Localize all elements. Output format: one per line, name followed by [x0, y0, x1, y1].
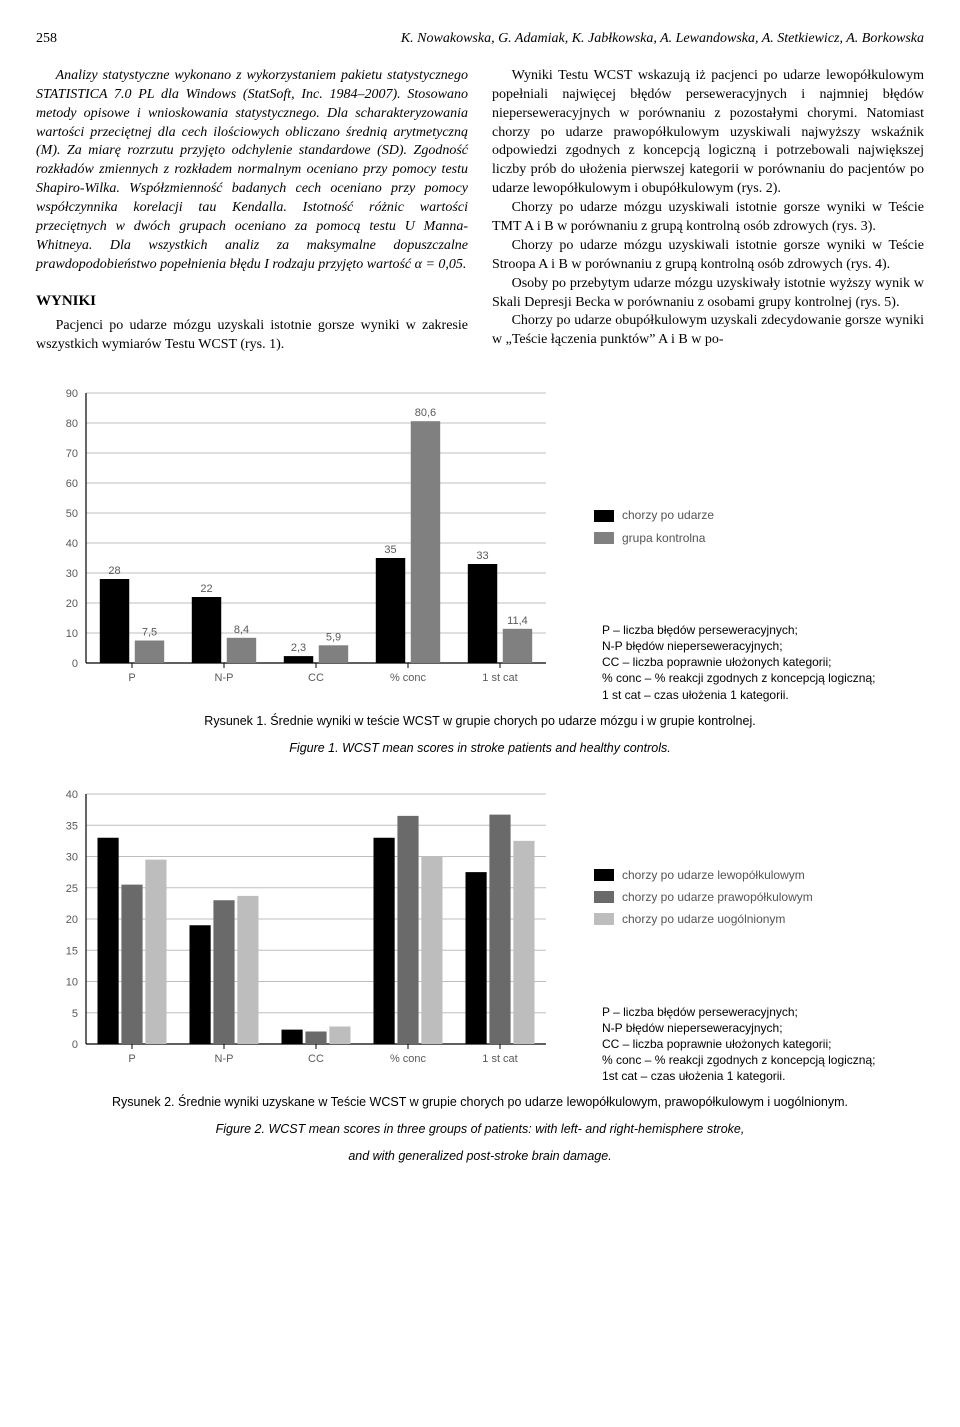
svg-text:N-P: N-P [215, 1053, 234, 1065]
svg-text:15: 15 [66, 946, 78, 958]
figure-1-row: 0 10 20 30 40 50 60 70 80 90 28 7,5 P 22 8,4 N-P 2,3 5,9 C… [36, 383, 924, 703]
svg-text:35: 35 [384, 544, 396, 556]
annotation-line: % conc – % reakcji zgodnych z koncepcją … [602, 670, 875, 686]
annotation-line: P – liczba błędów perseweracyjnych; [602, 622, 875, 638]
figure-2-caption-pl: Rysunek 2. Średnie wyniki uzyskane w Teś… [36, 1094, 924, 1111]
figure-1-legend: chorzy po udarze grupa kontrolna [594, 507, 875, 545]
svg-text:80: 80 [66, 418, 78, 430]
svg-text:30: 30 [66, 568, 78, 580]
figure-2-row: 0 5 10 15 20 25 30 35 40 P N-P CC % conc 1 st cat cho… [36, 784, 924, 1084]
svg-text:90: 90 [66, 388, 78, 400]
legend-swatch [594, 869, 614, 881]
svg-text:70: 70 [66, 448, 78, 460]
svg-text:10: 10 [66, 628, 78, 640]
figure-2-legend: chorzy po udarze lewopółkulowym chorzy po… [594, 867, 875, 928]
svg-text:2,3: 2,3 [291, 642, 306, 654]
legend-label: chorzy po udarze [622, 507, 714, 523]
svg-text:1 st cat: 1 st cat [482, 1053, 517, 1065]
figure-2-caption-en1: Figure 2. WCST mean scores in three grou… [36, 1121, 924, 1138]
annotation-line: % conc – % reakcji zgodnych z koncepcją … [602, 1052, 875, 1068]
annotation-line: N-P błędów nieperseweracyjnych; [602, 638, 875, 654]
legend-swatch [594, 891, 614, 903]
legend-item: chorzy po udarze prawopółkulowym [594, 889, 875, 905]
text-columns: Analizy statystyczne wykonano z wykorzys… [36, 67, 924, 355]
annotation-line: 1 st cat – czas ułożenia 1 kategorii. [602, 687, 875, 703]
svg-text:60: 60 [66, 478, 78, 490]
svg-text:30: 30 [66, 852, 78, 864]
legend-item: chorzy po udarze uogólnionym [594, 911, 875, 927]
svg-text:40: 40 [66, 789, 78, 801]
figure-2-annotations: P – liczba błędów perseweracyjnych;N-P b… [602, 1004, 875, 1085]
svg-text:20: 20 [66, 598, 78, 610]
results-paragraph-5: Osoby po przebytym udarze mózgu uzyskiwa… [492, 275, 924, 313]
figure-1-side: chorzy po udarze grupa kontrolna P – licz… [594, 507, 875, 702]
annotation-line: CC – liczba poprawnie ułożonych kategori… [602, 1036, 875, 1052]
svg-text:11,4: 11,4 [507, 615, 528, 627]
figure-2-block: 0 5 10 15 20 25 30 35 40 P N-P CC % conc 1 st cat cho… [36, 784, 924, 1165]
svg-text:35: 35 [66, 821, 78, 833]
legend-label: chorzy po udarze prawopółkulowym [622, 889, 813, 905]
svg-text:25: 25 [66, 883, 78, 895]
annotation-line: P – liczba błędów perseweracyjnych; [602, 1004, 875, 1020]
svg-text:P: P [128, 1053, 135, 1065]
figure-1-annotations: P – liczba błędów perseweracyjnych;N-P b… [602, 622, 875, 703]
legend-swatch [594, 532, 614, 544]
svg-text:5,9: 5,9 [326, 631, 341, 643]
svg-text:10: 10 [66, 977, 78, 989]
results-paragraph-4: Chorzy po udarze mózgu uzyskiwali istotn… [492, 237, 924, 275]
section-heading-results: WYNIKI [36, 291, 468, 311]
svg-text:% conc: % conc [390, 672, 427, 684]
figure-1-caption-en: Figure 1. WCST mean scores in stroke pat… [36, 740, 924, 757]
svg-text:40: 40 [66, 538, 78, 550]
svg-text:P: P [128, 672, 135, 684]
legend-item: grupa kontrolna [594, 530, 875, 546]
svg-text:33: 33 [476, 550, 488, 562]
results-paragraph-1: Pacjenci po udarze mózgu uzyskali istotn… [36, 317, 468, 355]
legend-item: chorzy po udarze [594, 507, 875, 523]
svg-text:5: 5 [72, 1008, 78, 1020]
figure-1-chart: 0 10 20 30 40 50 60 70 80 90 28 7,5 P 22 8,4 N-P 2,3 5,9 C… [36, 383, 576, 703]
figure-2-chart: 0 5 10 15 20 25 30 35 40 P N-P CC % conc 1 st cat [36, 784, 576, 1084]
figure-2-caption-en2: and with generalized post-stroke brain d… [36, 1148, 924, 1165]
right-column: Wyniki Testu WCST wskazują iż pacjenci p… [492, 67, 924, 355]
legend-swatch [594, 913, 614, 925]
svg-text:80,6: 80,6 [415, 407, 436, 419]
svg-text:CC: CC [308, 1053, 324, 1065]
annotation-line: 1st cat – czas ułożenia 1 kategorii. [602, 1068, 875, 1084]
results-paragraph-6: Chorzy po udarze obupółkulowym uzyskali … [492, 312, 924, 350]
svg-text:0: 0 [72, 1039, 78, 1051]
annotation-line: N-P błędów nieperseweracyjnych; [602, 1020, 875, 1036]
figure-1-caption-pl: Rysunek 1. Średnie wyniki w teście WCST … [36, 713, 924, 730]
legend-swatch [594, 510, 614, 522]
page-number: 258 [36, 30, 57, 49]
legend-label: chorzy po udarze lewopółkulowym [622, 867, 805, 883]
left-column: Analizy statystyczne wykonano z wykorzys… [36, 67, 468, 355]
figure-1-block: 0 10 20 30 40 50 60 70 80 90 28 7,5 P 22 8,4 N-P 2,3 5,9 C… [36, 383, 924, 757]
svg-text:N-P: N-P [215, 672, 234, 684]
svg-text:CC: CC [308, 672, 324, 684]
results-paragraph-3: Chorzy po udarze mózgu uzyskiwali istotn… [492, 199, 924, 237]
svg-text:0: 0 [72, 658, 78, 670]
annotation-line: CC – liczba poprawnie ułożonych kategori… [602, 654, 875, 670]
svg-text:28: 28 [108, 565, 120, 577]
svg-text:22: 22 [200, 583, 212, 595]
legend-label: grupa kontrolna [622, 530, 705, 546]
legend-item: chorzy po udarze lewopółkulowym [594, 867, 875, 883]
svg-text:1 st cat: 1 st cat [482, 672, 517, 684]
svg-text:8,4: 8,4 [234, 624, 249, 636]
page-header: 258 K. Nowakowska, G. Adamiak, K. Jabłko… [36, 30, 924, 49]
results-paragraph-2: Wyniki Testu WCST wskazują iż pacjenci p… [492, 67, 924, 199]
svg-text:20: 20 [66, 914, 78, 926]
methods-paragraph: Analizy statystyczne wykonano z wykorzys… [36, 67, 468, 275]
authors-line: K. Nowakowska, G. Adamiak, K. Jabłkowska… [401, 30, 924, 49]
figure-2-side: chorzy po udarze lewopółkulowym chorzy po… [594, 867, 875, 1085]
legend-label: chorzy po udarze uogólnionym [622, 911, 785, 927]
svg-text:50: 50 [66, 508, 78, 520]
svg-text:% conc: % conc [390, 1053, 427, 1065]
svg-text:7,5: 7,5 [142, 626, 157, 638]
